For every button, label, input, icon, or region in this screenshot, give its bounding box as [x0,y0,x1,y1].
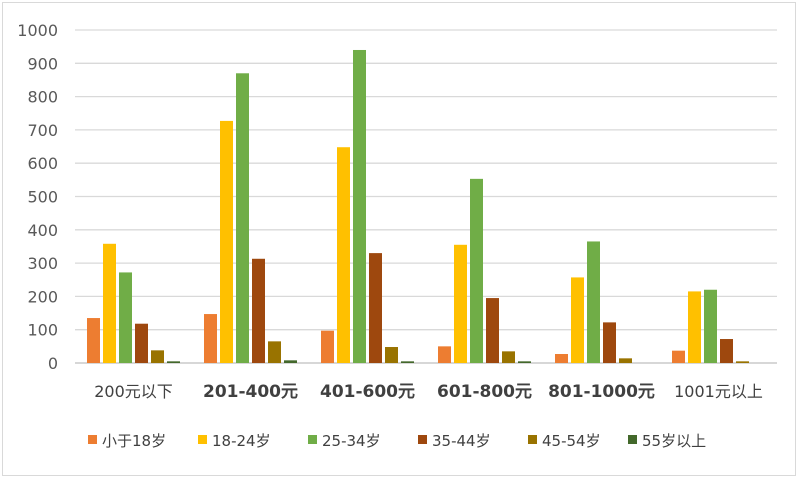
bar-45-54岁-401-600元 [385,347,398,363]
bar-小于18岁-1001元以上 [672,350,685,363]
bar-小于18岁-401-600元 [321,330,334,363]
y-tick-label: 800 [27,88,58,107]
y-tick-label: 900 [27,54,58,73]
y-tick-label: 500 [27,188,58,207]
bar-55岁以上-601-800元 [518,361,531,363]
y-tick-label: 700 [27,121,58,140]
x-tick-label: 801-1000元 [548,382,655,402]
x-tick-label: 201-400元 [203,382,298,402]
legend-swatch [88,435,97,444]
bar-45-54岁-200元以下 [151,350,164,363]
legend-label: 55岁以上 [642,432,706,450]
bar-25-34岁-801-1000元 [587,241,600,363]
legend-label: 25-34岁 [322,432,381,450]
bar-35-44岁-201-400元 [252,258,265,363]
x-tick-label: 601-800元 [437,382,532,402]
y-tick-label: 100 [27,321,58,340]
bar-35-44岁-601-800元 [486,298,499,363]
bar-18-24岁-801-1000元 [571,277,584,363]
y-tick-label: 400 [27,221,58,240]
y-tick-label: 300 [27,254,58,273]
bar-25-34岁-601-800元 [470,178,483,363]
legend-label: 18-24岁 [212,432,271,450]
bar-18-24岁-1001元以上 [688,291,701,363]
bar-小于18岁-801-1000元 [555,354,568,363]
bar-小于18岁-201-400元 [204,314,217,363]
bar-35-44岁-401-600元 [369,253,382,363]
bar-小于18岁-200元以下 [87,318,100,363]
x-tick-label: 401-600元 [320,382,415,402]
bar-小于18岁-601-800元 [438,346,451,363]
y-tick-label: 200 [27,287,58,306]
bar-35-44岁-801-1000元 [603,322,616,363]
bar-35-44岁-1001元以上 [720,339,733,363]
y-tick-label: 600 [27,154,58,173]
legend-label: 45-54岁 [542,432,601,450]
bar-45-54岁-1001元以上 [736,361,749,363]
legend-label: 35-44岁 [432,432,491,450]
legend-swatch [528,435,537,444]
bar-45-54岁-201-400元 [268,341,281,363]
bar-45-54岁-601-800元 [502,351,515,363]
bar-18-24岁-201-400元 [220,120,233,363]
x-tick-label: 1001元以上 [674,382,763,401]
bar-55岁以上-401-600元 [401,361,414,363]
bar-18-24岁-200元以下 [103,243,116,363]
bar-35-44岁-200元以下 [135,323,148,363]
y-tick-label: 0 [48,354,58,373]
legend-swatch [308,435,317,444]
legend-swatch [418,435,427,444]
bar-55岁以上-201-400元 [284,360,297,363]
bar-25-34岁-200元以下 [119,272,132,363]
bar-45-54岁-801-1000元 [619,358,632,363]
legend-label: 小于18岁 [102,432,166,450]
bar-25-34岁-401-600元 [353,49,366,363]
legend-swatch [198,435,207,444]
bar-25-34岁-201-400元 [236,73,249,363]
bar-18-24岁-601-800元 [454,244,467,363]
legend-swatch [628,435,637,444]
y-tick-label: 1000 [17,21,58,40]
bar-25-34岁-1001元以上 [704,289,717,363]
bar-55岁以上-200元以下 [167,361,180,363]
bar-18-24岁-401-600元 [337,147,350,363]
x-tick-label: 200元以下 [94,382,173,401]
